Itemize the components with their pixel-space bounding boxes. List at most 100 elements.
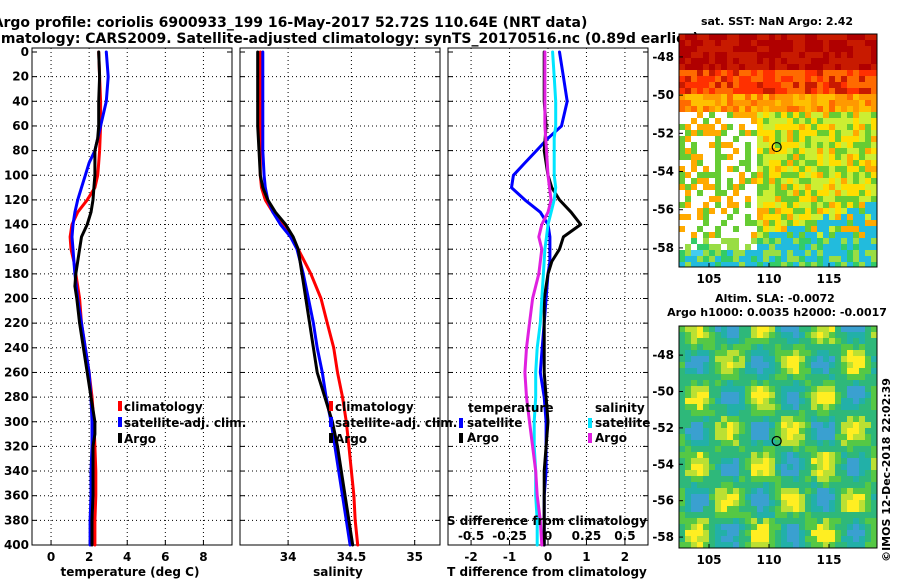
map-cell	[763, 500, 770, 507]
map-cell	[763, 518, 770, 525]
map-cell	[781, 136, 788, 143]
map-cell	[727, 440, 734, 447]
map-cell	[859, 214, 866, 221]
map-cell	[745, 464, 752, 471]
map-cell	[775, 476, 782, 483]
map-cell	[811, 244, 818, 251]
map-cell	[745, 238, 752, 245]
map-cell	[727, 488, 734, 495]
map-cell	[739, 488, 746, 495]
map-cell	[829, 40, 836, 47]
map-cell	[865, 88, 872, 95]
map-cell	[835, 190, 842, 197]
map-cell	[817, 350, 824, 357]
map-cell	[685, 428, 692, 435]
map-cell	[727, 392, 734, 399]
map-cell	[865, 166, 872, 173]
x-tick-label: -1	[503, 550, 516, 564]
map-cell	[763, 154, 770, 161]
map-cell	[823, 338, 830, 345]
legend-temperature-heading: temperature	[468, 401, 553, 415]
map-cell	[757, 244, 764, 251]
map-cell	[763, 34, 770, 41]
map-cell	[865, 76, 872, 83]
map-cell	[715, 422, 722, 429]
map-cell	[817, 410, 824, 417]
map-cell	[799, 112, 806, 119]
map-cell	[793, 524, 800, 531]
map-cell	[793, 178, 800, 185]
map-cell	[835, 464, 842, 471]
map-cell	[817, 398, 824, 405]
map-cell	[781, 512, 788, 519]
map-cell	[709, 232, 716, 239]
map-cell	[853, 470, 860, 477]
map-cell	[745, 326, 752, 333]
map-cell	[811, 112, 818, 119]
map-cell	[871, 350, 877, 357]
map-cell	[703, 446, 710, 453]
map-cell	[787, 536, 794, 543]
map-cell	[871, 368, 877, 375]
map-cell	[745, 214, 752, 221]
map-cell	[715, 344, 722, 351]
map-cell	[703, 344, 710, 351]
map-cell	[853, 244, 860, 251]
map-cell	[727, 124, 734, 131]
map-cell	[691, 344, 698, 351]
map-cell	[871, 404, 877, 411]
map-cell	[775, 34, 782, 41]
map-cell	[805, 250, 812, 257]
map-cell	[865, 332, 872, 339]
map-cell	[853, 374, 860, 381]
map-cell	[853, 386, 860, 393]
map-cell	[793, 262, 800, 267]
legend-s-satellite: satellite	[595, 416, 650, 430]
map-cell	[817, 250, 824, 257]
map-cell	[739, 34, 746, 41]
map-cell	[679, 52, 686, 59]
map-cell	[709, 356, 716, 363]
map-cell	[763, 262, 770, 267]
map-cell	[679, 136, 686, 143]
map-cell	[841, 100, 848, 107]
map-cell	[745, 58, 752, 65]
map-cell	[679, 428, 686, 435]
map-cell	[805, 344, 812, 351]
map-cell	[865, 512, 872, 519]
map-cell	[793, 536, 800, 543]
temperature-xlabel: temperature (deg C)	[61, 565, 200, 579]
map-cell	[757, 446, 764, 453]
map-cell	[847, 58, 854, 65]
map-cell	[871, 356, 877, 363]
map-cell	[763, 256, 770, 263]
map-cell	[829, 350, 836, 357]
map-cell	[715, 52, 722, 59]
map-cell	[739, 536, 746, 543]
map-cell	[871, 232, 877, 239]
map-cell	[835, 166, 842, 173]
map-cell	[805, 202, 812, 209]
map-cell	[757, 52, 764, 59]
map-cell	[781, 160, 788, 167]
map-cell	[715, 398, 722, 405]
map-cell	[721, 536, 728, 543]
map-cell	[763, 238, 770, 245]
map-cell	[853, 494, 860, 501]
map-cell	[799, 178, 806, 185]
map-cell	[739, 70, 746, 77]
map-cell	[733, 488, 740, 495]
map-cell	[727, 494, 734, 501]
map-cell	[817, 256, 824, 263]
map-cell	[733, 118, 740, 125]
map-cell	[823, 76, 830, 83]
map-cell	[835, 326, 842, 333]
map-cell	[679, 34, 686, 41]
map-cell	[715, 416, 722, 423]
map-cell	[775, 226, 782, 233]
map-cell	[829, 250, 836, 257]
map-cell	[859, 494, 866, 501]
map-cell	[733, 422, 740, 429]
map-cell	[697, 142, 704, 149]
map-cell	[799, 40, 806, 47]
